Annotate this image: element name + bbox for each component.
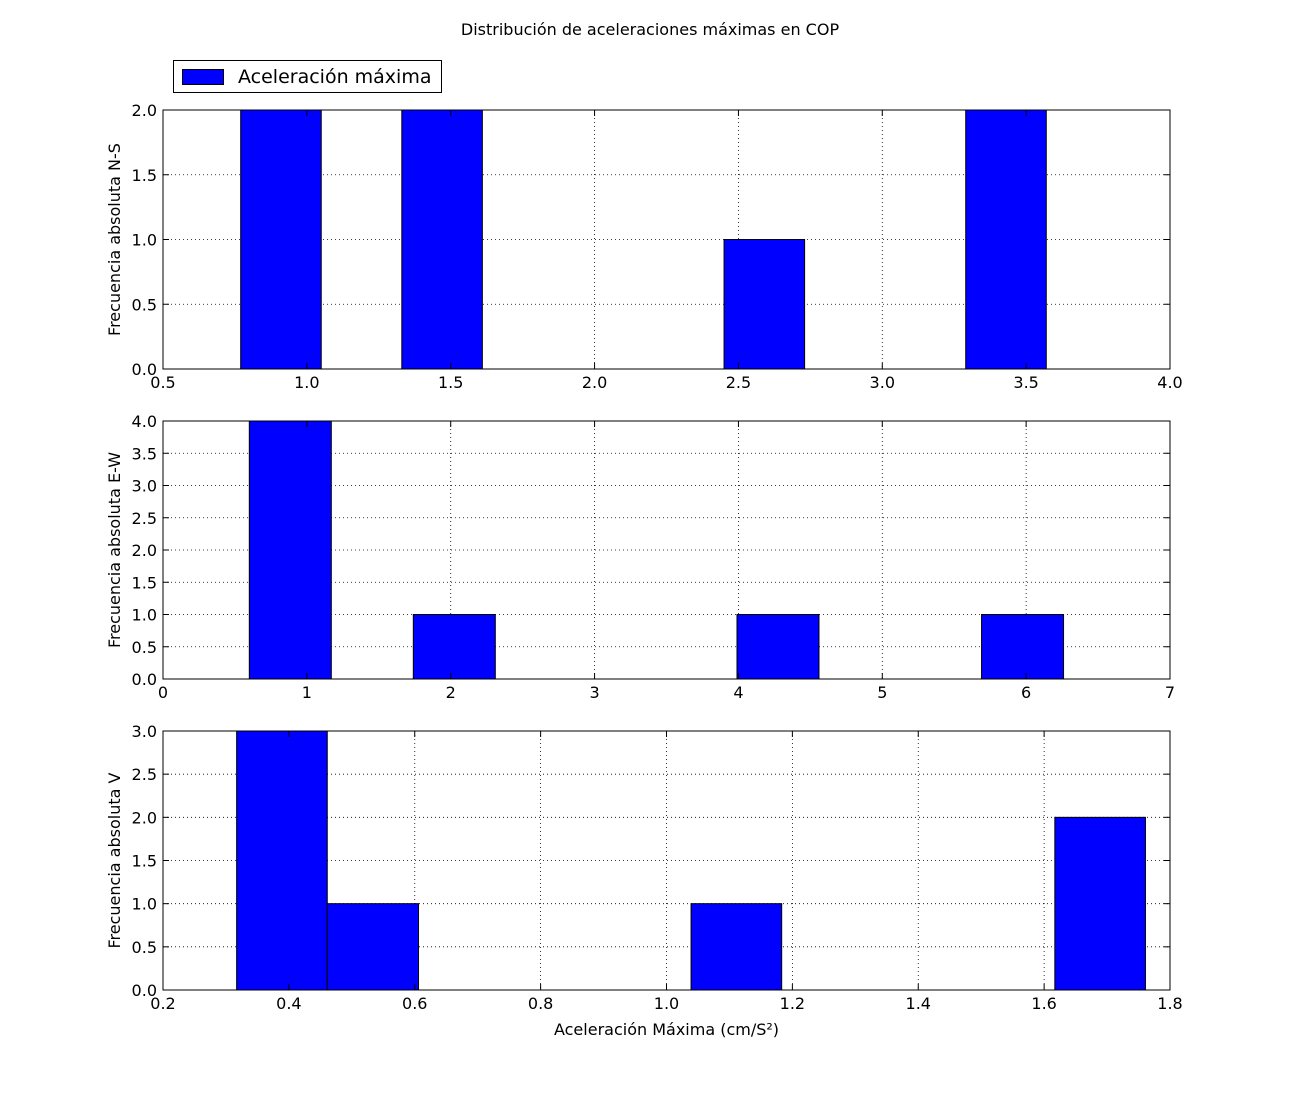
y-tick-label: 1.0 bbox=[132, 231, 157, 250]
bar bbox=[690, 903, 783, 991]
x-tick-label: 1.0 bbox=[294, 373, 319, 392]
x-tick-label: 1.4 bbox=[906, 994, 931, 1013]
bar bbox=[240, 109, 322, 370]
subplot-1: 0.5 1.0 1.5 2.0 2.5 3.0 3.5 4.00.00.51.01.52.0F… bbox=[105, 101, 1183, 392]
x-tick-label: 7 bbox=[1165, 683, 1175, 702]
x-axis-label: Aceleración Máxima (cm/S²) bbox=[553, 1020, 780, 1039]
x-tick-label: 0.8 bbox=[528, 994, 553, 1013]
x-tick-label: 0 bbox=[158, 683, 168, 702]
y-tick-label: 1.5 bbox=[132, 573, 157, 592]
y-tick-label: 2.5 bbox=[132, 765, 157, 784]
x-tick-label: 2.0 bbox=[582, 373, 607, 392]
x-tick-label: 6 bbox=[1021, 683, 1031, 702]
bar bbox=[326, 903, 420, 991]
subplot-2: 0 1 2 3 4 5 6 7 0.0 0.5 1.0 1.5 2.0 2.5 3.0 3.5 4.0 Frecu… bbox=[105, 412, 1175, 702]
x-tick-label: 3 bbox=[589, 683, 599, 702]
y-tick-label: 0.0 bbox=[132, 670, 157, 689]
y-tick-label: 1.0 bbox=[132, 895, 157, 914]
y-tick-label: 0.5 bbox=[132, 638, 157, 657]
subplot-3: 0.2 0.4 0.6 0.8 1.0 1.2 1.4 1.6 1.8 0.0 0.5 1.0 1.5 2… bbox=[105, 722, 1183, 1013]
bar bbox=[248, 420, 332, 680]
y-tick-label: 0.0 bbox=[132, 981, 157, 1000]
y-tick-label: 0.0 bbox=[132, 360, 157, 379]
x-tick-label: 1.2 bbox=[780, 994, 805, 1013]
y-tick-label: 3.0 bbox=[132, 722, 157, 741]
x-tick-label: 5 bbox=[877, 683, 887, 702]
bar bbox=[736, 614, 820, 680]
bar bbox=[412, 614, 496, 680]
y-tick-label: 0.5 bbox=[132, 295, 157, 314]
x-tick-label: 1.8 bbox=[1157, 994, 1182, 1013]
y-tick-label: 1.5 bbox=[132, 166, 157, 185]
bar bbox=[401, 109, 483, 370]
y-axis-label: Frecuencia absoluta N-S bbox=[105, 143, 124, 336]
y-axis-label: Frecuencia absoluta V bbox=[105, 772, 124, 948]
x-tick-label: 1 bbox=[302, 683, 312, 702]
x-tick-label: 3.5 bbox=[1013, 373, 1038, 392]
x-tick-label: 4 bbox=[733, 683, 743, 702]
y-tick-label: 4.0 bbox=[132, 412, 157, 431]
y-tick-label: 3.0 bbox=[132, 477, 157, 496]
x-tick-label: 4.0 bbox=[1157, 373, 1182, 392]
legend-swatch bbox=[182, 68, 224, 85]
y-tick-label: 2.0 bbox=[132, 541, 157, 560]
x-tick-label: 0.4 bbox=[276, 994, 301, 1013]
legend: Aceleración máxima bbox=[173, 60, 443, 93]
x-tick-label: 1.0 bbox=[654, 994, 679, 1013]
x-tick-label: 2.5 bbox=[726, 373, 751, 392]
x-tick-label: 0.5 bbox=[150, 373, 175, 392]
y-tick-label: 2.0 bbox=[132, 808, 157, 827]
legend-label: Aceleración máxima bbox=[238, 65, 432, 88]
x-tick-label: 1.5 bbox=[438, 373, 463, 392]
bar bbox=[1054, 816, 1146, 991]
y-axis-label: Frecuencia absoluta E-W bbox=[105, 452, 124, 648]
y-tick-label: 2.5 bbox=[132, 509, 157, 528]
y-tick-label: 1.0 bbox=[132, 606, 157, 625]
y-tick-label: 0.5 bbox=[132, 938, 157, 957]
y-tick-label: 3.5 bbox=[132, 444, 157, 463]
x-tick-label: 1.6 bbox=[1031, 994, 1056, 1013]
x-tick-label: 0.2 bbox=[150, 994, 175, 1013]
figure-title: Distribución de aceleraciones máximas en… bbox=[460, 20, 840, 39]
bar bbox=[981, 614, 1065, 680]
y-tick-label: 2.0 bbox=[132, 101, 157, 120]
x-tick-label: 3.0 bbox=[870, 373, 895, 392]
bar bbox=[965, 109, 1047, 370]
y-tick-label: 1.5 bbox=[132, 852, 157, 871]
x-tick-label: 0.6 bbox=[402, 994, 427, 1013]
bar bbox=[723, 239, 806, 370]
bar bbox=[236, 730, 328, 991]
x-tick-label: 2 bbox=[446, 683, 456, 702]
